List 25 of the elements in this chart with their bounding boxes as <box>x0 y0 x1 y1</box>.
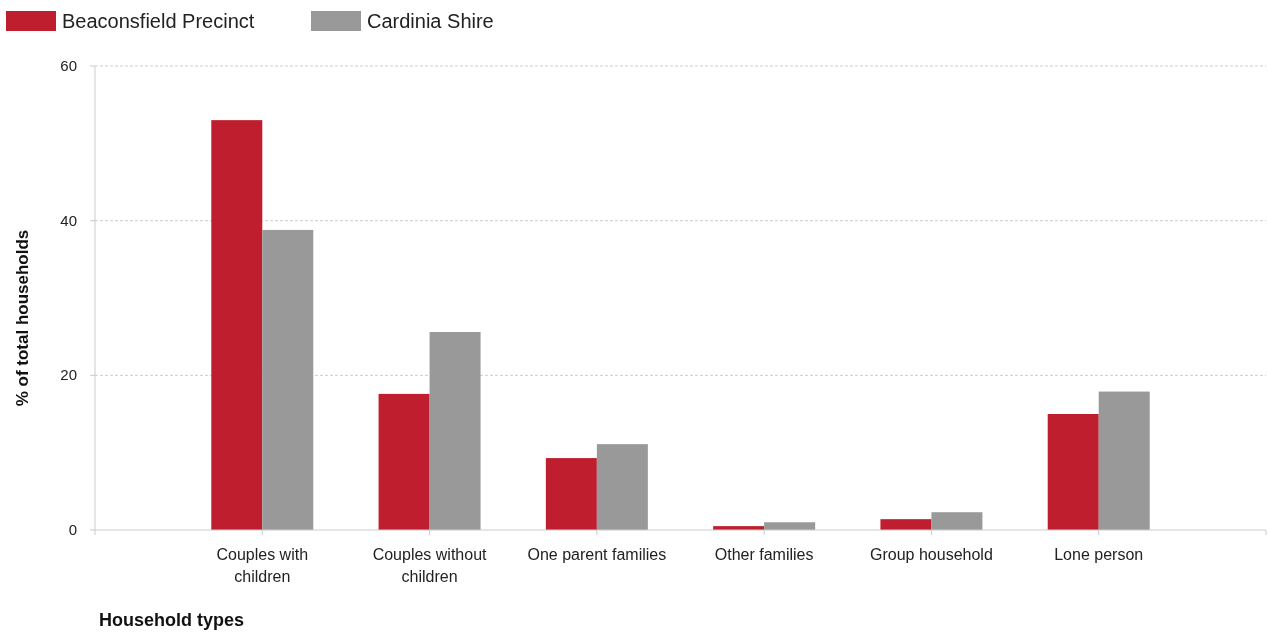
y-axis-title: % of total households <box>13 229 32 407</box>
bar <box>378 393 430 530</box>
y-tick-label: 60 <box>60 57 77 74</box>
x-tick-label: Couples with children <box>216 546 309 585</box>
legend-label: Beaconsfield Precinct <box>62 10 255 32</box>
x-tick-label: Other families <box>714 546 814 563</box>
x-tick-label: Group household <box>870 546 993 563</box>
bar <box>596 444 648 530</box>
bar <box>931 512 983 530</box>
x-axis-title: Household types <box>99 610 245 630</box>
bar <box>1098 391 1150 530</box>
bar <box>429 332 481 530</box>
bar <box>1047 414 1099 530</box>
y-tick-label: 40 <box>60 211 77 229</box>
bar <box>764 522 816 530</box>
bar <box>262 229 314 530</box>
x-tick-label: Couples without children <box>372 546 488 585</box>
x-tick-label: One parent families <box>527 546 667 563</box>
x-tick-label: Lone person <box>1054 546 1144 563</box>
bar <box>211 120 263 530</box>
bar <box>880 519 932 530</box>
y-tick-label: 0 <box>68 521 77 538</box>
y-tick-label: 20 <box>60 366 77 384</box>
legend-label: Cardinia Shire <box>367 10 494 32</box>
bar <box>545 458 597 530</box>
